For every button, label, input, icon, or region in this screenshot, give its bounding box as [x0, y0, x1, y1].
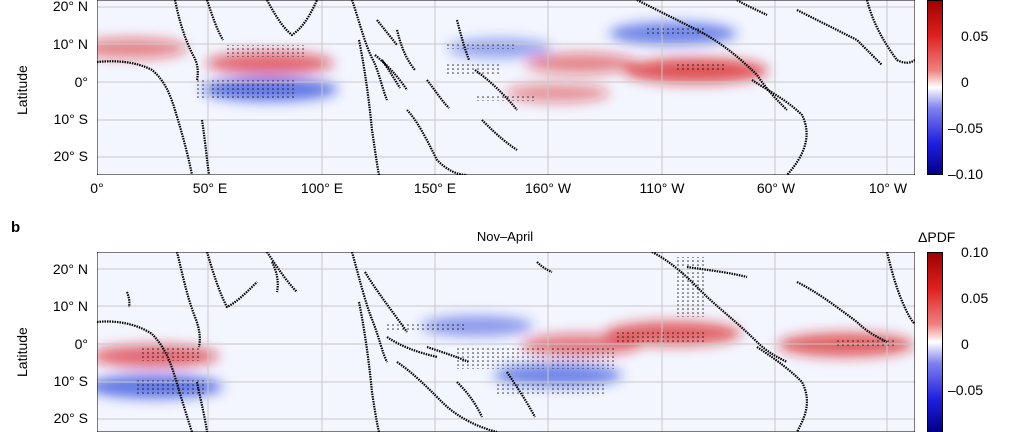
- stipple-region: [447, 64, 502, 74]
- colorbar-tick: 0: [961, 336, 969, 352]
- panel-a-map: [97, 0, 915, 175]
- stipple-region: [227, 45, 307, 57]
- colorbar-a: [927, 0, 943, 175]
- coastlines: [97, 252, 915, 432]
- lat-tick-20n: 20° N: [52, 0, 88, 14]
- lat-tick-20s: 20° S: [53, 410, 88, 426]
- colorbar-tick: –0.05: [948, 120, 984, 136]
- lon-tick: 60° W: [756, 180, 796, 196]
- stipple-region: [387, 322, 467, 330]
- lon-tick: 50° E: [192, 180, 228, 196]
- positive-anomaly: [524, 52, 637, 74]
- colorbar-label: ΔPDF: [918, 229, 956, 245]
- colorbar-b: [927, 252, 943, 432]
- negative-anomaly: [421, 315, 534, 337]
- lon-tick: 10° W: [868, 180, 908, 196]
- lon-tick: 0°: [90, 180, 104, 196]
- lat-tick-0: 0°: [74, 74, 88, 90]
- colorbar-tick: 0.10: [961, 244, 989, 260]
- lon-tick: 160° W: [524, 180, 572, 196]
- colorbar-tick: 0: [961, 74, 969, 90]
- positive-anomaly: [205, 51, 334, 75]
- lon-tick: 100° E: [300, 180, 344, 196]
- lat-tick-10n: 10° N: [52, 298, 88, 314]
- lat-tick-20s: 20° S: [53, 148, 88, 164]
- y-axis-title: Latitude: [14, 327, 30, 377]
- positive-anomaly: [97, 38, 188, 59]
- colorbar-tick: –0.10: [948, 166, 984, 182]
- coastlines: [97, 0, 915, 175]
- negative-anomaly: [493, 363, 622, 387]
- stipple-region: [837, 338, 897, 348]
- lon-tick: 150° E: [413, 180, 457, 196]
- stipple-region: [677, 62, 727, 70]
- panel-b-map: [97, 252, 915, 432]
- lat-tick-10n: 10° N: [52, 36, 88, 52]
- panel-letter: b: [11, 219, 21, 236]
- positive-anomaly: [624, 57, 769, 84]
- colorbar-tick: 0.05: [961, 290, 989, 306]
- stipple-region: [677, 257, 707, 317]
- lat-tick-20n: 20° N: [52, 261, 88, 277]
- stipple-region: [142, 347, 202, 361]
- stipple-region: [497, 382, 607, 396]
- colorbar-tick: 0.05: [961, 28, 989, 44]
- colorbar-tick: –0.05: [948, 382, 984, 398]
- lat-tick-0: 0°: [74, 336, 88, 352]
- lat-tick-10s: 10° S: [53, 111, 88, 127]
- stipple-region: [197, 80, 297, 98]
- lon-tick: 110° W: [639, 180, 685, 196]
- stipple-region: [447, 43, 517, 49]
- lat-tick-10s: 10° S: [53, 373, 88, 389]
- y-axis-title: Latitude: [14, 65, 30, 115]
- stipple-region: [457, 347, 617, 369]
- stipple-region: [137, 380, 207, 394]
- panel-title: Nov–April: [476, 229, 534, 244]
- stipple-region: [647, 28, 707, 34]
